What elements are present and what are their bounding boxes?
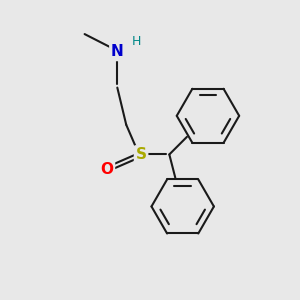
Text: S: S [136, 147, 147, 162]
Text: O: O [100, 162, 113, 177]
Text: N: N [111, 44, 124, 59]
Text: H: H [132, 35, 141, 48]
